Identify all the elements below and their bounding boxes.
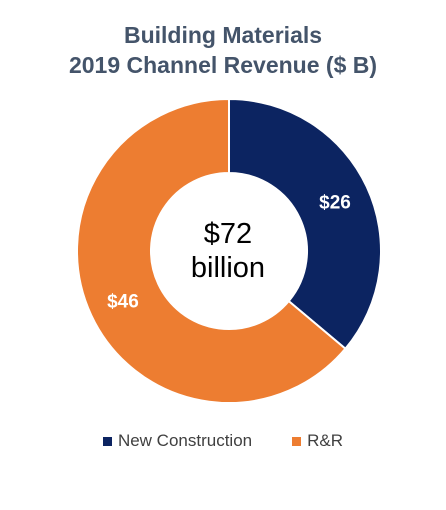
center-unit: billion xyxy=(191,252,265,284)
slice-new-construction xyxy=(228,97,382,351)
center-value: $72 xyxy=(204,218,252,250)
legend: New Construction R&R xyxy=(0,431,446,451)
legend-label: R&R xyxy=(307,431,344,450)
legend-item-new-construction: New Construction xyxy=(102,431,253,451)
slice-r-r xyxy=(76,97,347,404)
legend-label: New Construction xyxy=(117,431,253,450)
chart-title: Building Materials 2019 Channel Revenue … xyxy=(0,20,446,80)
chart-title-line-1: Building Materials xyxy=(123,22,323,48)
chart-title-line-2: 2019 Channel Revenue ($ B) xyxy=(68,52,378,78)
legend-swatch xyxy=(102,436,112,446)
data-label: $26 xyxy=(319,193,351,214)
data-label: $46 xyxy=(107,291,139,312)
legend-item-rr: R&R xyxy=(292,431,343,451)
legend-swatch xyxy=(292,436,302,446)
